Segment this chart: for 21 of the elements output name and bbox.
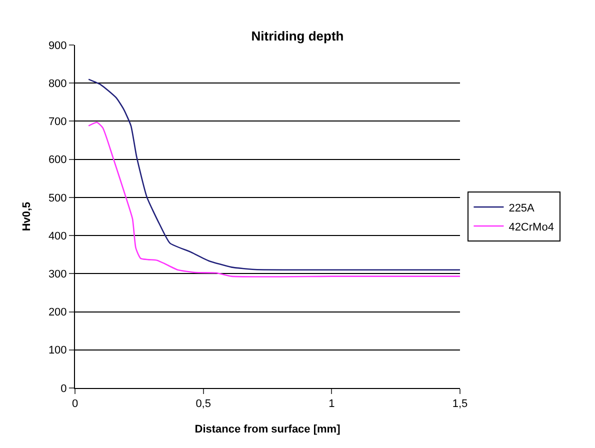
- y-tick-label: 400: [48, 230, 67, 242]
- x-tick-label: 0: [72, 398, 78, 410]
- x-tick-label: 1: [328, 398, 335, 410]
- x-tick-label: 1,5: [452, 398, 468, 410]
- y-tick-label: 900: [48, 40, 67, 52]
- line-series: [88, 122, 460, 278]
- x-tick-label: 0,5: [196, 398, 211, 410]
- y-tick-label: 100: [48, 344, 67, 357]
- y-tick-label: 500: [48, 192, 67, 204]
- x-axis-title: Distance from surface [mm]: [194, 423, 341, 436]
- y-tick-label: 800: [48, 78, 67, 90]
- line-series: [88, 78, 460, 271]
- legend-label: 225A: [508, 202, 536, 214]
- y-axis-title: Hv0,5: [21, 202, 34, 232]
- y-tick-label: 300: [48, 268, 67, 281]
- y-tick-label: 0: [60, 382, 67, 395]
- legend-label: 42CrMo4: [508, 221, 554, 234]
- y-tick-label: 600: [48, 154, 67, 166]
- chart-title: Nitriding depth: [251, 28, 344, 44]
- y-tick-label: 700: [48, 116, 67, 128]
- y-tick-label: 200: [48, 306, 67, 319]
